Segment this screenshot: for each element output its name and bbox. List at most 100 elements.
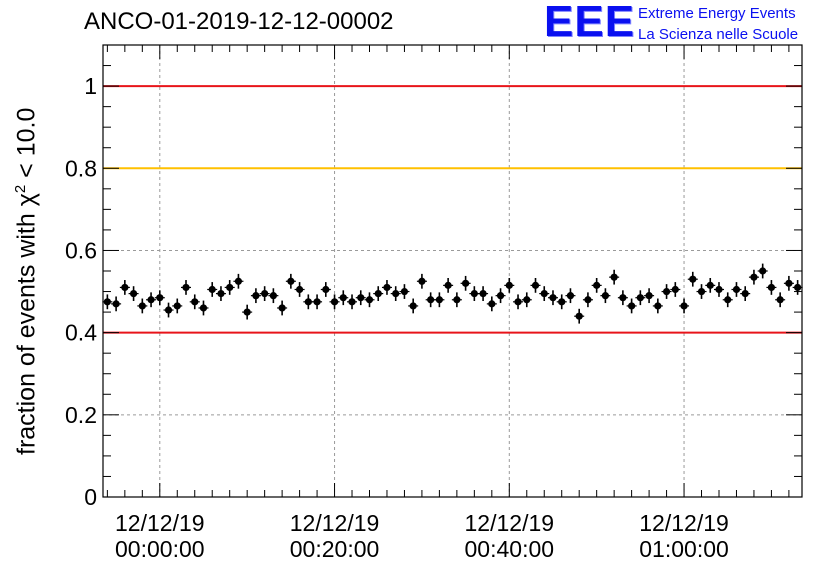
data-point-50 — [540, 290, 548, 298]
data-point-17 — [252, 292, 260, 300]
data-point-0 — [103, 298, 111, 306]
y-tick-label-1: 0.2 — [65, 402, 97, 428]
data-point-1 — [112, 300, 120, 308]
data-point-32 — [383, 283, 391, 292]
x-tick-label-date-3: 12/12/19 — [639, 510, 729, 536]
data-point-76 — [767, 283, 776, 292]
x-tick-label-time-2: 00:40:00 — [465, 536, 555, 562]
data-point-72 — [732, 285, 741, 294]
logo-tagline-2: La Scienza nelle Scuole — [638, 26, 799, 43]
data-point-15 — [234, 277, 243, 285]
data-point-27 — [339, 294, 347, 302]
data-point-19 — [269, 292, 277, 300]
data-point-28 — [348, 298, 356, 306]
data-point-51 — [549, 294, 557, 302]
data-point-12 — [208, 285, 216, 294]
data-point-37 — [427, 296, 435, 304]
x-tick-label-time-1: 00:20:00 — [290, 536, 380, 562]
data-point-45 — [496, 292, 505, 300]
data-point-52 — [558, 298, 566, 306]
data-point-48 — [523, 296, 531, 304]
data-point-22 — [295, 285, 304, 294]
data-point-64 — [662, 287, 671, 296]
data-point-13 — [217, 290, 225, 298]
data-point-6 — [156, 294, 164, 302]
data-point-58 — [610, 273, 618, 281]
x-tick-label-time-0: 00:00:00 — [115, 536, 205, 562]
data-point-59 — [619, 294, 627, 302]
data-point-14 — [226, 283, 234, 292]
data-point-42 — [470, 290, 478, 298]
data-point-41 — [462, 279, 470, 287]
data-point-34 — [400, 287, 409, 296]
data-point-44 — [488, 300, 496, 308]
data-point-40 — [453, 296, 461, 304]
data-point-7 — [164, 306, 173, 314]
data-point-77 — [776, 296, 784, 304]
data-point-3 — [129, 290, 138, 298]
data-point-71 — [724, 296, 732, 304]
data-point-2 — [121, 283, 129, 292]
data-point-69 — [706, 281, 714, 289]
data-point-56 — [593, 281, 601, 289]
data-point-67 — [689, 275, 697, 283]
chart-title: ANCO-01-2019-12-12-00002 — [84, 8, 394, 35]
data-point-4 — [138, 302, 146, 310]
data-point-21 — [287, 277, 295, 285]
data-point-54 — [575, 312, 583, 320]
data-point-63 — [654, 302, 662, 310]
data-point-57 — [601, 292, 610, 300]
data-point-60 — [628, 302, 636, 310]
data-point-62 — [645, 292, 653, 300]
logo-mark: EEE — [544, 0, 636, 46]
data-point-55 — [584, 296, 592, 304]
x-tick-label-date-2: 12/12/19 — [465, 510, 555, 536]
x-tick-label-date-0: 12/12/19 — [115, 510, 205, 536]
logo-tagline-1: Extreme Energy Events — [638, 5, 796, 22]
data-point-79 — [794, 283, 802, 292]
data-point-43 — [479, 290, 487, 298]
y-tick-label-2: 0.4 — [65, 320, 97, 346]
data-point-23 — [304, 298, 312, 306]
data-point-9 — [182, 283, 190, 292]
data-point-31 — [374, 290, 382, 298]
data-point-46 — [505, 281, 513, 289]
data-point-33 — [392, 290, 400, 298]
y-tick-label-5: 1 — [84, 73, 97, 99]
data-point-29 — [357, 294, 365, 302]
data-point-38 — [435, 296, 443, 304]
data-point-5 — [147, 296, 155, 304]
data-point-8 — [173, 302, 181, 310]
y-tick-label-3: 0.6 — [65, 237, 97, 263]
data-point-26 — [330, 298, 339, 306]
plot-frame — [102, 44, 803, 498]
data-point-35 — [409, 302, 417, 310]
y-tick-label-4: 0.8 — [65, 155, 97, 181]
data-point-75 — [759, 267, 767, 275]
data-point-65 — [671, 285, 679, 294]
data-point-30 — [365, 296, 374, 304]
data-point-47 — [514, 298, 522, 306]
data-point-20 — [278, 304, 286, 312]
eee-logo: EEE Extreme Energy Events La Scienza nel… — [544, 0, 834, 46]
y-tick-label-0: 0 — [84, 484, 97, 510]
data-point-78 — [785, 279, 793, 287]
data-point-49 — [531, 281, 540, 289]
data-point-24 — [313, 298, 321, 306]
data-point-11 — [199, 304, 208, 312]
data-point-74 — [750, 273, 758, 281]
x-tick-label-time-3: 01:00:00 — [639, 536, 729, 562]
data-point-53 — [566, 292, 575, 300]
data-point-10 — [191, 298, 199, 306]
data-point-61 — [636, 294, 644, 302]
data-point-70 — [715, 285, 723, 294]
data-point-39 — [444, 281, 452, 289]
data-point-73 — [741, 290, 749, 298]
data-point-25 — [322, 285, 330, 294]
data-point-18 — [261, 290, 269, 298]
x-tick-label-date-1: 12/12/19 — [290, 510, 380, 536]
data-point-36 — [418, 277, 426, 285]
data-point-66 — [680, 302, 688, 310]
data-point-16 — [243, 308, 251, 316]
